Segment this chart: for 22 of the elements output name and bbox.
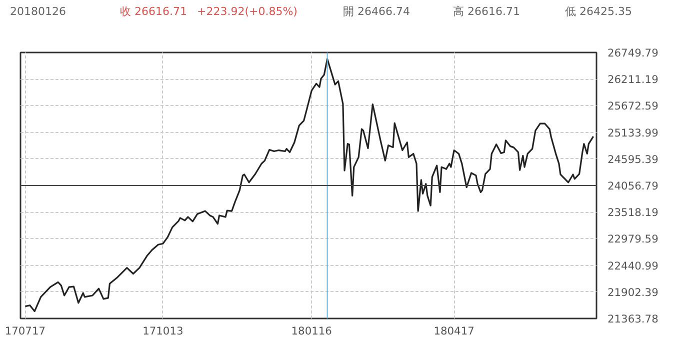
text: +223.92(+0.85%) <box>197 4 298 20</box>
x-tick-label: 180116 <box>291 324 332 338</box>
y-tick-label: 25672.59 <box>608 100 659 113</box>
text: 低 26425.35 <box>565 4 632 20</box>
text: 高 26616.71 <box>453 4 520 20</box>
text: 開 26466.74 <box>343 4 410 20</box>
y-tick-label: 26211.19 <box>608 73 659 86</box>
y-tick-label: 21902.39 <box>608 286 659 299</box>
y-tick-label: 24056.79 <box>608 180 659 192</box>
text: 20180126 <box>10 4 66 20</box>
y-tick-label: 22440.99 <box>608 259 659 272</box>
y-tick-label: 22979.59 <box>608 232 659 246</box>
line-series <box>24 58 594 312</box>
x-tick-label: 171013 <box>142 324 184 338</box>
y-tick-label: 25133.99 <box>608 126 659 140</box>
text: 收 26616.71 <box>120 4 187 20</box>
y-tick-label: 26749.79 <box>608 46 659 60</box>
y-tick-label: 23518.19 <box>608 206 659 220</box>
y-tick-label: 24595.39 <box>608 152 659 166</box>
x-tick-label: 180417 <box>434 324 474 338</box>
x-tick-label: 170717 <box>4 324 46 338</box>
y-tick-label: 21363.78 <box>608 312 659 326</box>
